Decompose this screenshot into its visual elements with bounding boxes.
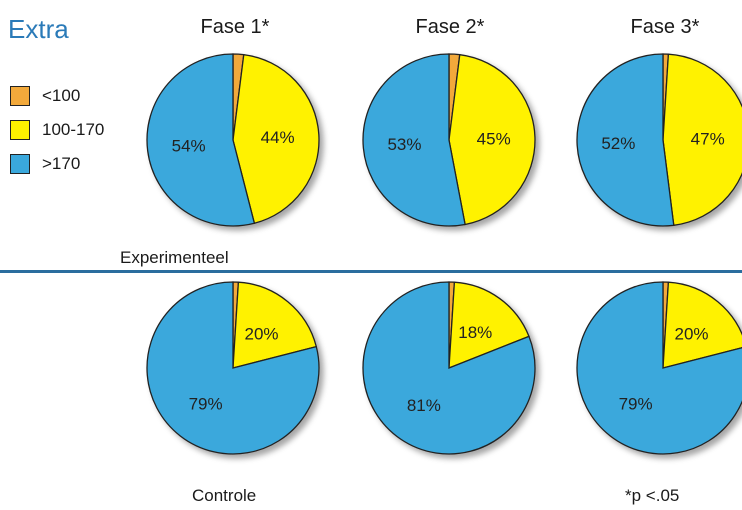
pie-slice-gt170: [146, 281, 320, 455]
pie-data-label-mid: 20%: [674, 325, 708, 344]
legend-swatch-gt170: [10, 154, 30, 174]
pie-slice-mid: [662, 281, 742, 369]
pie-slice-mid: [232, 53, 320, 225]
pie-slice-gt170: [362, 53, 466, 227]
pie-slice-mid: [448, 53, 536, 226]
pie-controle-2: [362, 281, 536, 455]
legend-swatch-lt100: [10, 86, 30, 106]
group-label-controle: Controle: [192, 486, 257, 505]
pie-slice-gt170: [362, 281, 536, 455]
pie-slice-gt170: [146, 53, 256, 227]
pie-data-label-mid: 45%: [477, 130, 511, 149]
pie-controle-3: [576, 281, 742, 455]
phase-label-3: Fase 3*: [630, 16, 700, 38]
pie-slice-gt170: [576, 53, 675, 227]
pie-controle-1: [146, 281, 320, 455]
pie-data-label-gt170: 79%: [189, 394, 223, 413]
chart-title: Extra: [8, 14, 69, 44]
legend-item-gt170: >170: [10, 152, 104, 176]
pie-data-label-mid: 47%: [691, 130, 725, 149]
pie-data-label-gt170: 79%: [619, 394, 653, 413]
legend: <100 100-170 >170: [10, 84, 104, 186]
pie-data-label-gt170: 53%: [387, 135, 421, 154]
legend-label-lt100: <100: [42, 86, 81, 105]
pie-slice-mid: [448, 281, 530, 369]
pie-experimenteel-3: [576, 53, 742, 227]
pie-experimenteel-1: [146, 53, 320, 227]
pie-data-label-gt170: 81%: [407, 396, 441, 415]
group-divider: [0, 270, 742, 273]
pie-slice-gt170: [576, 281, 742, 455]
phase-label-1: Fase 1*: [200, 16, 270, 38]
legend-label-mid: 100-170: [42, 120, 105, 139]
legend-item-mid: 100-170: [10, 118, 104, 142]
phase-label-2: Fase 2*: [415, 16, 485, 38]
pie-data-label-mid: 18%: [458, 323, 492, 342]
pie-experimenteel-2: [362, 53, 536, 227]
legend-swatch-mid: [10, 120, 30, 140]
group-label-experimenteel: Experimenteel: [120, 248, 229, 267]
significance-footnote: *p <.05: [625, 486, 680, 505]
pie-data-label-mid: 44%: [261, 128, 295, 147]
pie-data-label-mid: 20%: [244, 325, 278, 344]
legend-item-lt100: <100: [10, 84, 104, 108]
pie-slice-mid: [662, 53, 742, 227]
pie-data-label-gt170: 52%: [601, 134, 635, 153]
pie-slice-mid: [232, 281, 318, 369]
pie-data-label-gt170: 54%: [172, 137, 206, 156]
legend-label-gt170: >170: [42, 154, 81, 173]
